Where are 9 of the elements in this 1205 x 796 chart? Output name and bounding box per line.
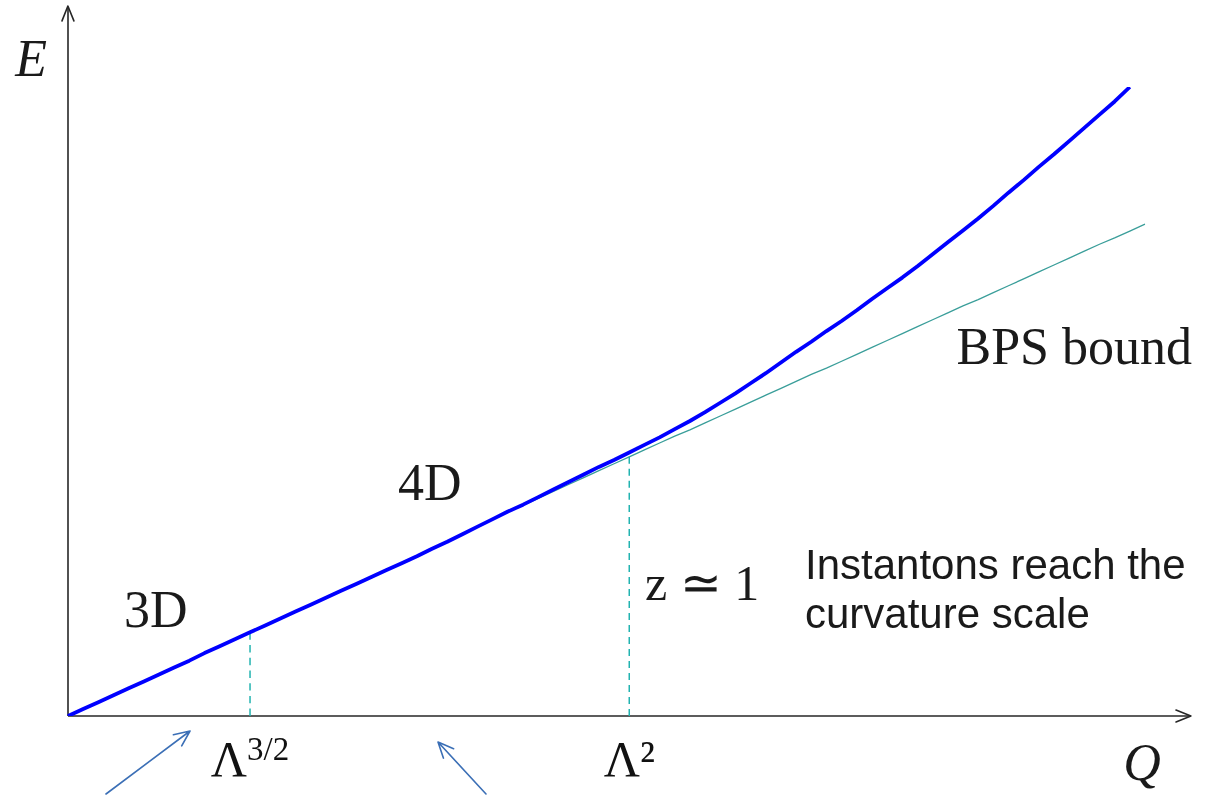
x-tick-label: Λ²	[603, 731, 655, 787]
series-label: BPS bound	[956, 318, 1192, 376]
annotation: z ≃ 1	[645, 555, 760, 611]
x-tick-label: Λ$^{3/2}$	[210, 730, 290, 787]
y-axis-title: E	[14, 30, 47, 87]
annotation: Instantons reach the curvature scale	[805, 541, 1186, 637]
annotation: 3D	[124, 581, 188, 638]
annotation: 4D	[398, 454, 462, 511]
x-axis-title: Q	[1123, 734, 1161, 791]
